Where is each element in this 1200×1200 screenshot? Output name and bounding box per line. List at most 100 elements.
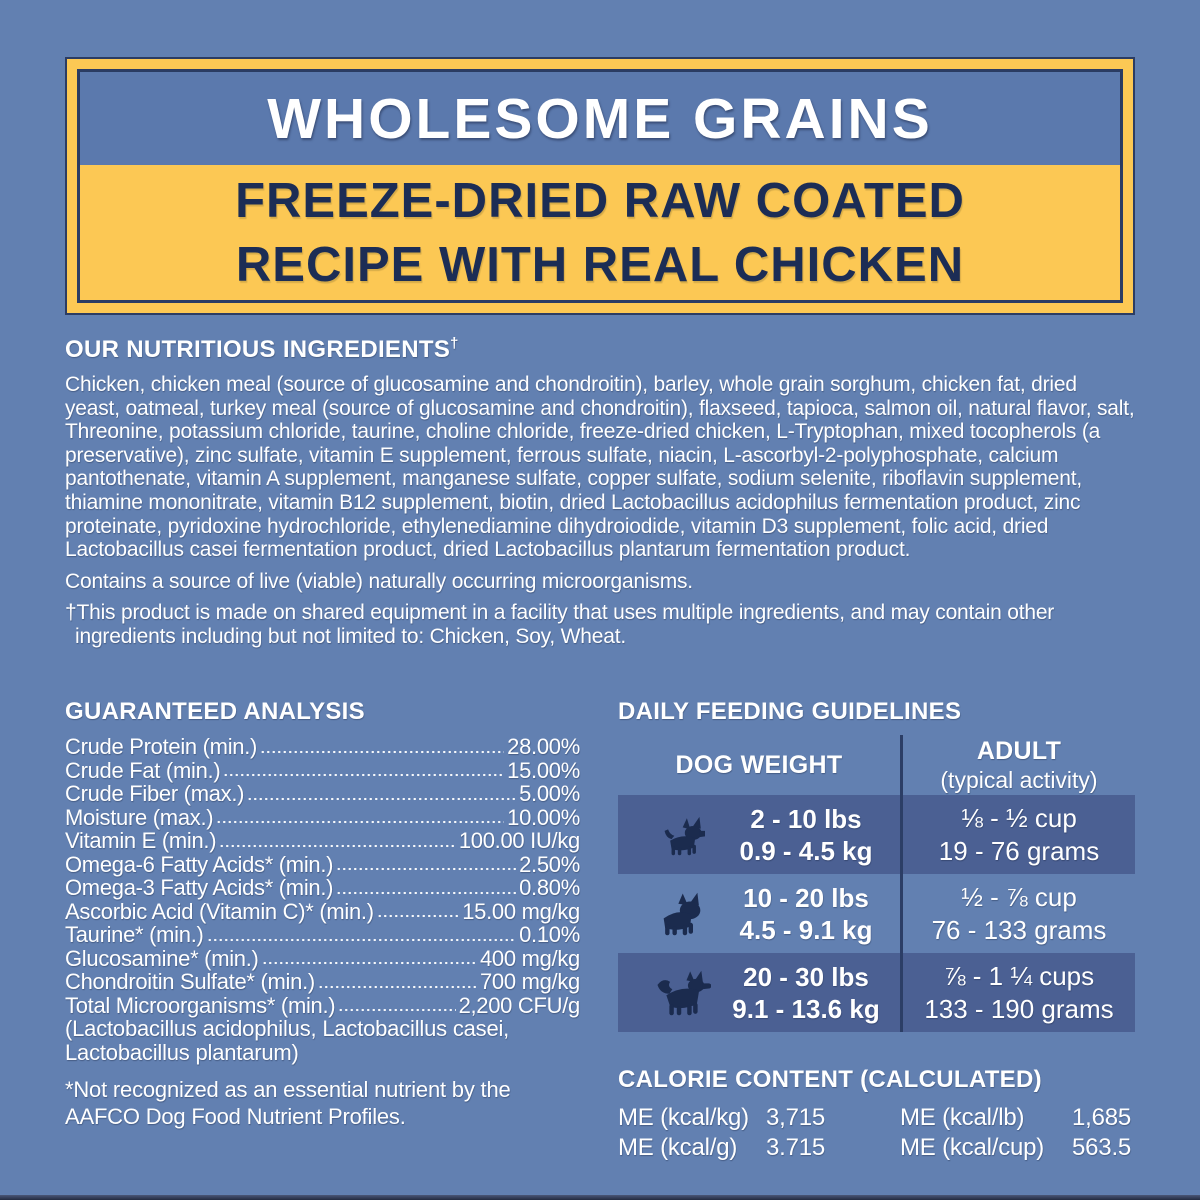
calorie-grid: ME (kcal/kg) 3,715 ME (kcal/g) 3.715 ME (kc… <box>618 1103 1135 1163</box>
calorie-label: ME (kcal/cup) <box>900 1134 1045 1161</box>
ga-row: Ascorbic Acid (Vitamin C)* (min.) 15.00 m… <box>65 898 580 924</box>
calorie-column-right: ME (kcal/lb) 1,685 ME (kcal/cup) 563.5 <box>900 1103 1135 1163</box>
ga-nutrient-value: 700 mg/kg <box>479 969 580 994</box>
shared-equipment-footnote: †This product is made on shared equipmen… <box>65 601 1055 648</box>
ga-nutrient-label: Taurine* (min.) <box>65 922 204 947</box>
feeding-table: DOG WEIGHT ADULT (typical activity) 2 - … <box>618 735 1135 1032</box>
product-recipe-line2: RECIPE WITH REAL CHICKEN <box>235 237 965 292</box>
ga-row: Omega-6 Fatty Acids* (min.) 2.50% <box>65 851 580 877</box>
ga-nutrient-value: 0.10% <box>519 922 580 947</box>
ga-nutrient-label: Total Microorganisms* (min.) <box>65 992 336 1018</box>
header-yellow-band: FREEZE-DRIED RAW COATED RECIPE WITH REAL… <box>80 165 1120 300</box>
ga-row: Moisture (max.) 10.00% <box>65 804 580 830</box>
calorie-content-title: CALORIE CONTENT (CALCULATED) <box>618 1066 1042 1093</box>
ga-nutrient-label: Ascorbic Acid (Vitamin C)* (min.) <box>65 898 374 924</box>
product-recipe-line1: FREEZE-DRIED RAW COATED <box>235 173 965 228</box>
weight-kg: 9.1 - 13.6 kg <box>732 993 880 1024</box>
ga-leader-dots <box>260 749 505 755</box>
lower-panel: GUARANTEED ANALYSIS Crude Protein (min.)… <box>65 698 1135 1163</box>
amount-grams: 19 - 76 grams <box>938 835 1100 866</box>
weight-kg: 4.5 - 9.1 kg <box>739 914 873 945</box>
guaranteed-analysis-section: GUARANTEED ANALYSIS Crude Protein (min.)… <box>65 698 580 1163</box>
ga-nutrient-value: 15.00 mg/kg <box>462 898 580 924</box>
calorie-label: ME (kcal/lb) <box>900 1104 1025 1131</box>
ga-nutrient-value: 5.00% <box>519 781 580 806</box>
dog-weight-cell: 2 - 10 lbs 0.9 - 4.5 kg <box>618 795 900 874</box>
ga-nutrient-label: Vitamin E (min.) <box>65 828 217 853</box>
header-banner: WHOLESOME GRAINS FREEZE-DRIED RAW COATED… <box>65 57 1135 315</box>
ga-leader-dots <box>338 1008 456 1013</box>
microorganism-species-note: (Lactobacillus acidophilus, Lactobacillu… <box>65 1016 510 1065</box>
calorie-content-section: CALORIE CONTENT (CALCULATED) ME (kcal/kg… <box>618 1066 1135 1163</box>
ga-leader-dots <box>336 867 517 872</box>
amount-grams: 133 - 190 grams <box>924 993 1114 1024</box>
ingredients-list: Chicken, chicken meal (source of glucosa… <box>65 373 1135 562</box>
calorie-row: ME (kcal/lb) 1,685 <box>900 1103 1135 1133</box>
guaranteed-analysis-title: GUARANTEED ANALYSIS <box>65 698 365 725</box>
feeding-rows: 2 - 10 lbs 0.9 - 4.5 kg ⅛ - ½ cup 19 - 76 g… <box>618 795 1135 1032</box>
ga-nutrient-label: Glucosamine* (min.) <box>65 945 259 971</box>
calorie-column-left: ME (kcal/kg) 3,715 ME (kcal/g) 3.715 <box>618 1103 900 1163</box>
feeding-row: 10 - 20 lbs 4.5 - 9.1 kg ½ - ⅞ cup 76 - 133… <box>618 874 1135 953</box>
weight-lbs: 2 - 10 lbs <box>750 803 862 834</box>
fluffy-dog-icon <box>638 969 726 1017</box>
dog-weight-header-cell: DOG WEIGHT <box>618 735 900 795</box>
ga-leader-dots <box>206 937 517 943</box>
adult-header: ADULT <box>976 736 1062 765</box>
amount-cups: ⅞ - 1 ¼ cups <box>943 960 1095 991</box>
ga-nutrient-value: 10.00% <box>507 804 580 830</box>
chihuahua-icon <box>638 814 726 856</box>
ingredients-section: OUR NUTRITIOUS INGREDIENTS† Chicken, chi… <box>65 336 1135 649</box>
feeding-amount-cell: ½ - ⅞ cup 76 - 133 grams <box>900 874 1135 953</box>
ga-leader-dots <box>219 843 456 849</box>
calorie-value: 563.5 <box>1072 1134 1132 1161</box>
feeding-row: 20 - 30 lbs 9.1 - 13.6 kg ⅞ - 1 ¼ cups 133 … <box>618 953 1135 1032</box>
ga-nutrient-value: 2,200 CFU/g <box>458 992 581 1018</box>
microorganisms-note: Contains a source of live (viable) natur… <box>65 569 693 593</box>
header-banner-inner: WHOLESOME GRAINS FREEZE-DRIED RAW COATED… <box>77 69 1123 303</box>
weight-range: 2 - 10 lbs 0.9 - 4.5 kg <box>726 803 900 867</box>
feeding-amount-cell: ⅞ - 1 ¼ cups 133 - 190 grams <box>900 953 1135 1032</box>
ga-nutrient-value: 0.80% <box>519 875 580 900</box>
product-recipe-title: FREEZE-DRIED RAW COATED RECIPE WITH REAL… <box>235 169 965 297</box>
product-line-title: WHOLESOME GRAINS <box>267 86 933 151</box>
dagger-superscript: † <box>450 336 459 352</box>
ga-nutrient-label: Crude Fat (min.) <box>65 757 221 783</box>
weight-range: 10 - 20 lbs 4.5 - 9.1 kg <box>726 882 900 946</box>
ga-row: Crude Protein (min.) 28.00% <box>65 735 580 759</box>
adult-subheader: (typical activity) <box>940 766 1098 793</box>
calorie-label: ME (kcal/g) <box>618 1134 738 1161</box>
weight-lbs: 20 - 30 lbs <box>743 961 869 992</box>
ga-nutrient-label: Omega-6 Fatty Acids* (min.) <box>65 851 334 877</box>
calorie-value: 3,715 <box>766 1104 826 1131</box>
calorie-row: ME (kcal/cup) 563.5 <box>900 1133 1135 1163</box>
feeding-amount-cell: ⅛ - ½ cup 19 - 76 grams <box>900 795 1135 874</box>
amount-grams: 76 - 133 grams <box>931 914 1107 945</box>
ga-leader-dots <box>247 796 517 802</box>
ga-nutrient-label: Crude Fiber (max.) <box>65 781 245 806</box>
ingredients-title: OUR NUTRITIOUS INGREDIENTS† <box>65 336 1135 364</box>
ga-row: Total Microorganisms* (min.) 2,200 CFU/g <box>65 992 581 1018</box>
calorie-value: 1,685 <box>1072 1104 1132 1131</box>
ga-row: Crude Fiber (max.) 5.00% <box>65 782 580 806</box>
aafco-footnote: *Not recognized as an essential nutrient… <box>65 1077 511 1129</box>
dog-weight-cell: 10 - 20 lbs 4.5 - 9.1 kg <box>618 874 900 953</box>
ga-leader-dots <box>336 890 517 896</box>
ga-nutrient-value: 15.00% <box>507 757 580 783</box>
amount-cups: ⅛ - ½ cup <box>961 802 1077 833</box>
ga-leader-dots <box>376 914 460 919</box>
ga-nutrient-value: 400 mg/kg <box>479 945 580 971</box>
ga-row: Vitamin E (min.) 100.00 IU/kg <box>65 829 580 853</box>
ga-nutrient-value: 100.00 IU/kg <box>458 828 580 853</box>
ga-row: Chondroitin Sulfate* (min.) 700 mg/kg <box>65 970 580 994</box>
ga-leader-dots <box>216 820 505 825</box>
adult-header-cell: ADULT (typical activity) <box>900 735 1135 795</box>
ga-rows: Crude Protein (min.) 28.00% Crude Fat (min… <box>65 735 580 1017</box>
dog-weight-cell: 20 - 30 lbs 9.1 - 13.6 kg <box>618 953 900 1032</box>
feeding-guidelines-title: DAILY FEEDING GUIDELINES <box>618 698 962 725</box>
dog-weight-header: DOG WEIGHT <box>675 750 843 779</box>
feeding-section: DAILY FEEDING GUIDELINES DOG WEIGHT ADUL… <box>618 698 1135 1163</box>
calorie-row: ME (kcal/g) 3.715 <box>618 1133 900 1163</box>
weight-kg: 0.9 - 4.5 kg <box>739 835 873 866</box>
